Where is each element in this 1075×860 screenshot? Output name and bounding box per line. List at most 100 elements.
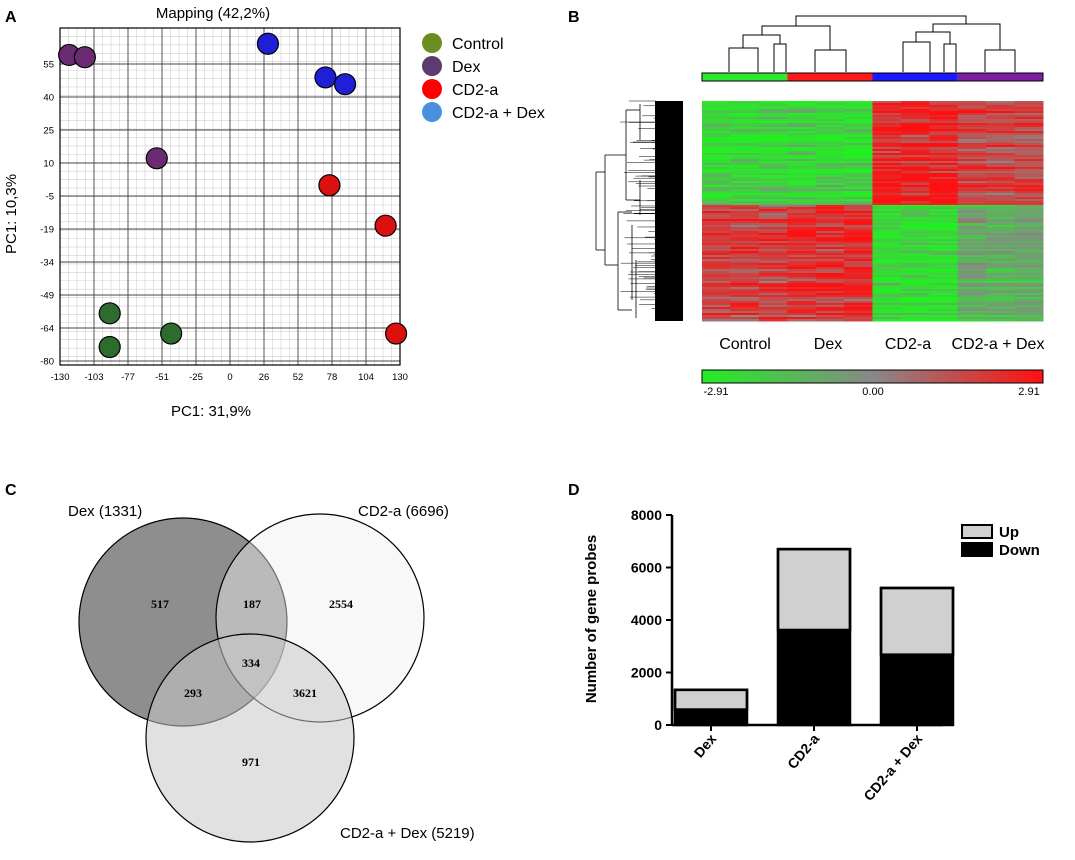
heatmap-cell: [929, 211, 959, 214]
heatmap-cell: [702, 217, 731, 220]
heatmap-cell: [844, 193, 873, 196]
heatmap-cell: [900, 215, 930, 218]
heatmap-cell: [787, 171, 817, 174]
heatmap-cell: [929, 155, 959, 158]
heatmap-cell: [730, 305, 760, 308]
heatmap-cell: [900, 251, 930, 254]
heatmap-cell: [929, 291, 959, 294]
heatmap-cell: [872, 179, 902, 182]
heatmap-cell: [787, 113, 817, 116]
heatmap-cell: [702, 273, 731, 276]
heatmap-cell: [702, 289, 731, 292]
heatmap-cell: [702, 121, 731, 124]
heatmap-cell: [758, 193, 788, 196]
heatmap-cell: [900, 105, 930, 108]
heatmap-cell: [844, 149, 873, 152]
heatmap-cell: [758, 141, 788, 144]
heatmap-cell: [1014, 237, 1044, 240]
heatmap-cell: [1014, 205, 1044, 208]
heatmap-cell: [730, 209, 760, 212]
heatmap-cell: [872, 191, 902, 194]
heatmap-cell: [929, 123, 959, 126]
heatmap-cell: [929, 169, 959, 172]
heatmap-cell: [787, 221, 817, 224]
heatmap-cell: [872, 107, 902, 110]
heatmap-cell: [702, 161, 731, 164]
heatmap-cell: [929, 213, 959, 216]
heatmap-cell: [1014, 115, 1044, 118]
heatmap-cell: [900, 319, 930, 322]
heatmap-cell: [844, 297, 873, 300]
heatmap-cell: [844, 261, 873, 264]
heatmap-cell: [957, 175, 987, 178]
heatmap-cell: [900, 199, 930, 202]
heatmap-cell: [900, 253, 930, 256]
heatmap-cell: [787, 195, 817, 198]
heatmap-cell: [1014, 223, 1044, 226]
heatmap-cell: [929, 143, 959, 146]
heatmap-cell: [986, 111, 1016, 114]
bar-y-label: Number of gene probes: [583, 535, 600, 703]
heatmap-cell: [1014, 245, 1044, 248]
heatmap-cell: [872, 315, 902, 318]
heatmap-cell: [758, 253, 788, 256]
heatmap-cell: [844, 221, 873, 224]
heatmap-cell: [702, 167, 731, 170]
heatmap-cell: [758, 277, 788, 280]
heatmap-cell: [758, 289, 788, 292]
heatmap-cell: [787, 157, 817, 160]
heatmap-cell: [957, 171, 987, 174]
heatmap-cell: [844, 219, 873, 222]
heatmap-cell: [702, 313, 731, 316]
heatmap-cell: [900, 173, 930, 176]
heatmap-cell: [929, 257, 959, 260]
venn-count-dex-cd2a: 187: [243, 597, 261, 611]
heatmap-cell: [844, 105, 873, 108]
heatmap-cell: [900, 197, 930, 200]
heatmap-cell: [815, 299, 845, 302]
heatmap-cell: [900, 239, 930, 242]
heatmap-cell: [730, 121, 760, 124]
heatmap-cell: [787, 189, 817, 192]
heatmap-cell: [730, 211, 760, 214]
heatmap-cell: [758, 217, 788, 220]
heatmap-cell: [702, 165, 731, 168]
heatmap-cell: [702, 255, 731, 258]
panel-letter-a: A: [5, 9, 17, 26]
heatmap-cell: [787, 283, 817, 286]
heatmap-cell: [844, 181, 873, 184]
bar-down-dex: [675, 709, 747, 725]
heatmap-cell: [872, 287, 902, 290]
heatmap-cell: [702, 247, 731, 250]
heatmap-cell: [1014, 235, 1044, 238]
heatmap-cell: [900, 193, 930, 196]
heatmap-cell: [787, 239, 817, 242]
heatmap-cell: [730, 313, 760, 316]
heatmap-cell: [986, 119, 1016, 122]
heatmap-cell: [900, 275, 930, 278]
heatmap-cell: [929, 205, 959, 208]
heatmap-cell: [929, 255, 959, 258]
heatmap-cell: [787, 319, 817, 322]
heatmap-cell: [1014, 183, 1044, 186]
heatmap-cell: [815, 165, 845, 168]
heatmap-cell: [1014, 127, 1044, 130]
heatmap-cell: [1014, 299, 1044, 302]
heatmap-cell: [758, 219, 788, 222]
panel-a: A Mapping (42,2%) -130 -103 -77 -51 -25 0 26 52…: [3, 5, 545, 420]
heatmap-cell: [787, 173, 817, 176]
heatmap-cell: [872, 187, 902, 190]
heatmap-cell: [787, 131, 817, 134]
heatmap-cell: [872, 143, 902, 146]
heatmap-cell: [957, 113, 987, 116]
heatmap-cell: [844, 309, 873, 312]
heatmap-cell: [986, 247, 1016, 250]
heatmap-cell: [787, 121, 817, 124]
heatmap-cell: [844, 103, 873, 106]
heatmap-cell: [986, 115, 1016, 118]
heatmap-cell: [872, 141, 902, 144]
heatmap-cell: [702, 239, 731, 242]
heatmap-cell: [986, 303, 1016, 306]
heatmap-cell: [758, 269, 788, 272]
heatmap-cell: [957, 207, 987, 210]
